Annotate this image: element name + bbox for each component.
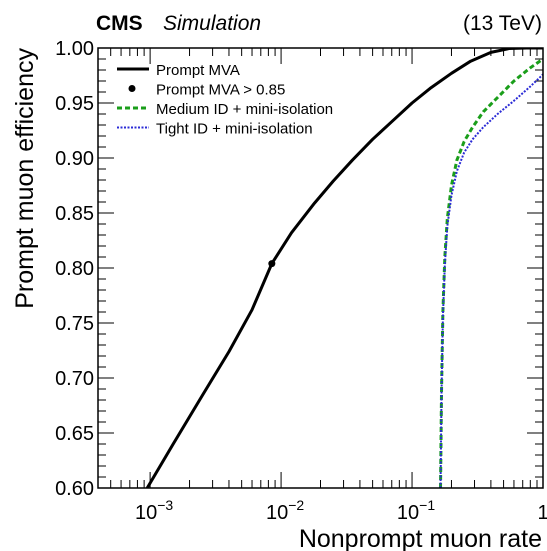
plot-area: 0.60 0.65 0.70 0.75 0.80 0.85 0.90 0.95 1.00 10−3… [55, 38, 547, 524]
data-point [268, 260, 276, 268]
y-tick-label: 0.90 [55, 148, 94, 170]
y-tick-label: 0.85 [55, 203, 94, 225]
y-axis-title: Prompt muon efficiency [11, 48, 39, 309]
y-tick-label: 0.70 [55, 368, 94, 390]
legend-label: Prompt MVA > 0.85 [156, 82, 285, 99]
series-line-prompt-mva [145, 48, 543, 488]
x-tick-label: 1 [537, 502, 547, 524]
legend-label: Tight ID + mini-isolation [156, 121, 313, 138]
x-tick-label: 10−1 [397, 497, 435, 524]
x-axis-title: Nonprompt muon rate [299, 525, 542, 551]
y-tick-label: 0.65 [55, 423, 94, 445]
y-tick-label: 0.80 [55, 258, 94, 280]
y-tick-label: 1.00 [55, 38, 94, 60]
legend-label: Medium ID + mini-isolation [156, 101, 333, 118]
plot-frame [97, 47, 544, 489]
experiment-label: CMS [96, 12, 143, 35]
series-line-medium-id-mini-isolation [439, 57, 543, 488]
status-label: Simulation [163, 12, 261, 35]
y-tick-label: 0.75 [55, 313, 94, 335]
energy-label: (13 TeV) [463, 12, 542, 35]
y-tick-label: 0.95 [55, 93, 94, 115]
legend-label: Prompt MVA [156, 62, 240, 79]
legend-marker [128, 85, 136, 92]
y-tick-label: 0.60 [55, 478, 94, 500]
x-tick-label: 10−3 [135, 497, 173, 524]
series-line-tight-id-mini-isolation [439, 73, 543, 488]
x-tick-label: 10−2 [266, 497, 304, 524]
legend: Prompt MVA Prompt MVA > 0.85 Medium ID + m… [117, 62, 333, 138]
